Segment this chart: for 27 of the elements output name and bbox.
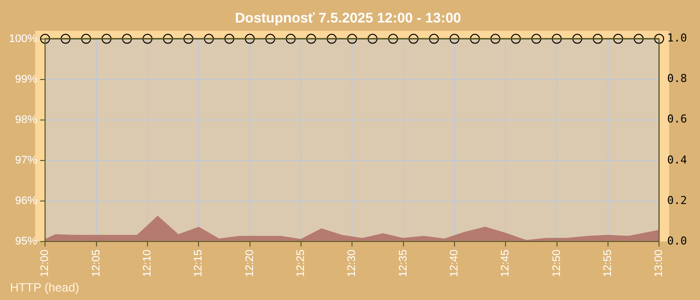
x-tick-label: 12:05 (90, 249, 102, 278)
y2-tick-label: 0.2 (667, 194, 688, 207)
y2-tick-label: 1.0 (667, 32, 688, 45)
x-tick-label: 12:10 (142, 249, 154, 278)
x-tick-label: 13:00 (653, 249, 666, 278)
y2-tick-label: 0.8 (667, 72, 688, 86)
y-tick-label: 100% (8, 32, 38, 45)
text: HTTP (head) (10, 280, 80, 294)
x-tick-label: 12:00 (39, 249, 52, 278)
y2-tick-label: 0.6 (667, 112, 688, 126)
x-tick-label: 12:30 (346, 249, 358, 278)
y-tick-label: 96% (15, 194, 38, 207)
y-tick-label: 99% (15, 73, 38, 86)
chart-title: Dostupnosť 7.5.2025 12:00 - 13:00 (234, 9, 462, 26)
x-tick-label: 12:25 (295, 249, 308, 278)
x-tick-label: 12:35 (397, 249, 410, 278)
x-tick-label: 12:50 (550, 249, 563, 278)
y2-tick-label: 0.0 (667, 234, 688, 248)
y2-tick-label: 0.4 (667, 153, 688, 166)
x-tick-label: 12:20 (244, 249, 256, 278)
x-tick-label: 12:15 (192, 249, 205, 278)
y-tick-label: 95% (15, 236, 38, 248)
y-tick-label: 98% (15, 114, 38, 126)
x-tick-label: 12:40 (448, 249, 461, 278)
y-tick-label: 97% (15, 154, 38, 166)
x-tick-label: 12:45 (500, 249, 512, 278)
x-tick-label: 12:55 (602, 249, 614, 278)
